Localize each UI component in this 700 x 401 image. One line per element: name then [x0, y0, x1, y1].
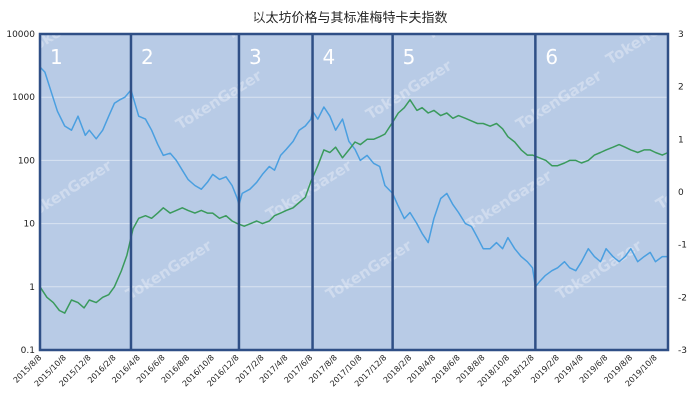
- segment-labels: 1 2 3 4 5 6: [50, 45, 558, 69]
- segment-label: 2: [141, 45, 154, 69]
- plot-border: [38, 32, 670, 352]
- left-tick-label: 1: [29, 283, 35, 293]
- right-tick-label: 1: [678, 135, 684, 145]
- plot-panel: [40, 34, 668, 350]
- left-tick-label: 0.1: [21, 346, 35, 356]
- left-tick-label: 1000: [12, 93, 35, 103]
- segment-dividers: [38, 32, 670, 352]
- right-tick-label: 3: [678, 30, 684, 40]
- x-axis-ticks: 2015/8/82015/10/82015/12/82016/2/82016/4…: [12, 353, 659, 388]
- segment-label: 4: [323, 45, 336, 69]
- segment-label: 5: [403, 45, 416, 69]
- left-tick-label: 100: [18, 156, 35, 166]
- right-tick-label: 2: [678, 83, 684, 93]
- chart-title: 以太坊价格与其标准梅特卡夫指数: [252, 10, 447, 26]
- segment-label: 6: [545, 45, 558, 69]
- right-tick-label: 0: [678, 188, 684, 198]
- right-tick-label: -1: [678, 241, 687, 251]
- left-axis-ticks: 0.1 1 10 100 1000 10000: [6, 30, 35, 356]
- series-line-2: [39, 99, 669, 314]
- segment-label: 1: [50, 45, 63, 69]
- right-tick-label: -3: [678, 346, 687, 356]
- right-tick-label: -2: [678, 293, 687, 303]
- left-tick-label: 10000: [6, 30, 35, 40]
- left-tick-label: 10: [24, 220, 36, 230]
- right-axis-ticks: -3 -2 -1 0 1 2 3: [678, 30, 687, 356]
- segment-label: 3: [249, 45, 262, 69]
- series-layer: [39, 66, 669, 314]
